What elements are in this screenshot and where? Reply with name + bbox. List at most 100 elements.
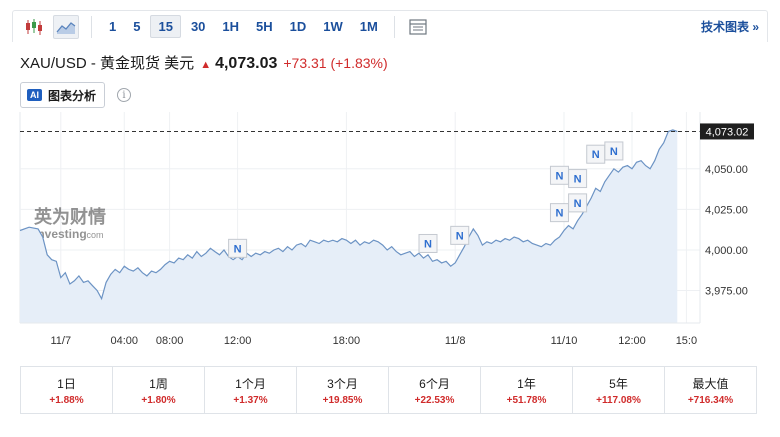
y-tick-label: 4,000.00 [705, 245, 748, 257]
instrument-name: XAU/USD - 黄金现货 美元 [20, 55, 195, 72]
ai-icon: AI [27, 89, 42, 101]
perf-value: +1.88% [49, 394, 84, 406]
perf-label: 1日 [57, 376, 76, 391]
news-marker: N [450, 225, 470, 245]
price-line [19, 129, 678, 301]
news-marker-box [568, 193, 588, 213]
news-marker: N [418, 233, 438, 253]
perf-1d[interactable]: 1日 +1.88% [21, 367, 113, 413]
up-arrow-icon: ▲ [200, 59, 212, 71]
interval-30[interactable]: 30 [190, 19, 206, 34]
interval-5[interactable]: 5 [133, 19, 141, 34]
x-tick-label: 11/7 [51, 335, 72, 347]
toolbar-divider [393, 15, 395, 38]
perf-5y[interactable]: 5年 +117.08% [573, 367, 665, 413]
news-marker: N [586, 144, 606, 164]
y-tick-label: 3,975.00 [705, 286, 748, 298]
perf-1y[interactable]: 1年 +51.78% [481, 367, 573, 413]
x-tick-label: 12:00 [224, 335, 252, 347]
toolbar-divider [91, 15, 92, 38]
news-marker-letter: N [234, 243, 242, 255]
instrument-header: XAU/USD - 黄金现货 美元 ▲ 4,073.03 +73.31 (+1.… [20, 52, 388, 73]
x-tick-label: 04:00 [111, 335, 139, 347]
y-tick-label: 4,025.00 [705, 204, 748, 216]
perf-value: +22.53% [414, 394, 455, 406]
perf-1m[interactable]: 1个月 +1.37% [205, 367, 297, 413]
price-area-fill [20, 129, 678, 323]
perf-3m[interactable]: 3个月 +19.85% [297, 367, 389, 413]
x-tick-label: 11/10 [551, 335, 578, 347]
news-marker-letter: N [610, 146, 618, 158]
ai-button-label: 图表分析 [48, 88, 97, 103]
perf-6m[interactable]: 6个月 +22.53% [389, 367, 481, 413]
current-price-label: 4,073.02 [706, 126, 749, 138]
news-table-icon[interactable] [405, 15, 431, 39]
watermark: 英为财情 Investing .com [33, 206, 106, 241]
interval-1[interactable]: 1 [109, 19, 117, 34]
news-marker: N [549, 165, 569, 185]
perf-value: +1.37% [233, 394, 268, 406]
tech-chart-link[interactable]: 技术图表 » [700, 20, 759, 34]
perf-label: 1周 [149, 376, 168, 391]
current-price-tag: 4,073.02 [700, 123, 754, 140]
x-tick-label: 11/8 [445, 335, 466, 347]
candlestick-chart-icon[interactable] [21, 15, 47, 39]
news-marker-box [604, 141, 624, 161]
y-tick-label: 4,050.00 [705, 164, 748, 176]
news-marker-letter: N [555, 208, 563, 220]
news-marker-box [228, 238, 248, 258]
last-price: 4,073.03 [215, 55, 278, 72]
perf-value: +19.85% [322, 394, 363, 406]
info-icon[interactable]: i [117, 88, 131, 102]
news-marker: N [568, 193, 588, 213]
news-marker-letter: N [592, 149, 600, 161]
perf-value: +117.08% [596, 394, 641, 406]
x-tick-label: 18:00 [333, 335, 361, 347]
news-marker-letter: N [424, 238, 432, 250]
interval-1m[interactable]: 1M [359, 19, 378, 34]
news-marker-box [418, 233, 438, 253]
perf-label: 1年 [517, 376, 536, 391]
area-chart-icon[interactable] [53, 14, 79, 39]
x-axis: 11/7 04:00 08:00 12:00 18:00 11/8 11/10 12:00 15… [20, 322, 700, 347]
watermark-en-suffix: .com [84, 230, 104, 240]
interval-5h[interactable]: 5H [256, 19, 273, 34]
perf-label: 5年 [609, 376, 628, 391]
interval-1d[interactable]: 1D [289, 19, 307, 34]
performance-bar: 1日 +1.88% 1周 +1.80% 1个月 +1.37% 3个月 +19.8… [20, 366, 757, 414]
x-tick-label: 15:0 [676, 335, 697, 347]
perf-label: 1个月 [235, 376, 266, 391]
news-marker-box [549, 203, 569, 223]
news-marker-letter: N [555, 170, 563, 182]
news-marker: N [568, 169, 588, 189]
news-marker-letter: N [574, 174, 582, 186]
x-tick-label: 08:00 [156, 335, 184, 347]
perf-value: +1.80% [141, 394, 176, 406]
perf-label: 6个月 [419, 376, 450, 391]
interval-1h[interactable]: 1H [222, 19, 240, 34]
news-marker-letter: N [574, 198, 582, 210]
watermark-en: Investing [34, 227, 87, 241]
perf-1w[interactable]: 1周 +1.80% [113, 367, 205, 413]
news-marker: N [604, 141, 624, 161]
news-marker: N [228, 238, 248, 258]
perf-max[interactable]: 最大值 +716.34% [665, 367, 756, 413]
news-marker-letter: N [456, 230, 464, 242]
chart-toolbar: 1 5 15 30 1H 5H 1D 1W 1M 技术图表 » [12, 10, 768, 42]
watermark-cn: 英为财情 [33, 206, 106, 228]
perf-label: 最大值 [692, 376, 729, 391]
interval-1w[interactable]: 1W [323, 19, 343, 34]
perf-value: +716.34% [687, 394, 734, 406]
perf-label: 3个月 [327, 376, 358, 391]
ai-chart-analysis-button[interactable]: AI 图表分析 [20, 82, 106, 108]
news-marker-box [568, 169, 588, 189]
news-marker: N [549, 203, 569, 223]
x-tick-label: 12:00 [618, 335, 646, 347]
y-axis: 4,050.00 4,025.00 4,000.00 3,975.00 [699, 112, 748, 323]
perf-value: +51.78% [506, 394, 547, 406]
price-change: +73.31 (+1.83%) [283, 55, 388, 71]
news-marker-box [450, 225, 470, 245]
interval-15[interactable]: 15 [150, 15, 181, 38]
